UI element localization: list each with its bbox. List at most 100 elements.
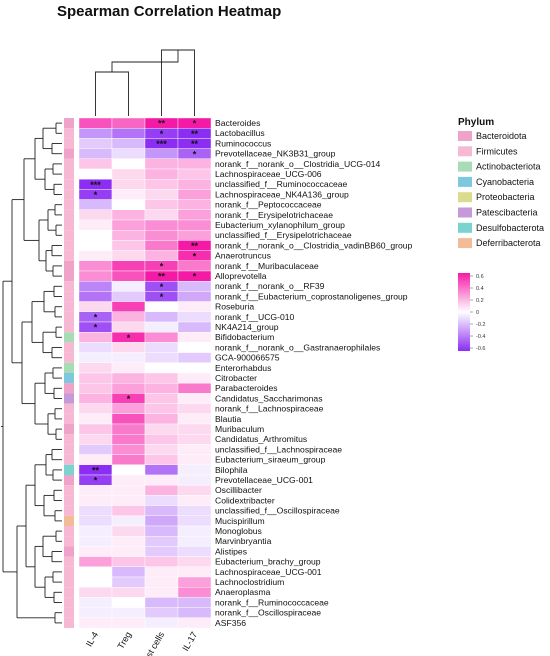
legend-label: Desulfobacterota	[476, 223, 544, 233]
heatmap-cell	[112, 291, 145, 301]
heatmap-cell	[178, 424, 211, 434]
heatmap-cell	[112, 424, 145, 434]
heatmap-cell	[178, 342, 211, 352]
heatmap-cell	[178, 159, 211, 169]
heatmap-cell	[178, 546, 211, 556]
heatmap-cell	[145, 546, 178, 556]
heatmap-cell	[112, 138, 145, 148]
colorbar	[458, 273, 470, 351]
heatmap-cell	[145, 516, 178, 526]
heatmap-cell	[178, 200, 211, 210]
phylum-strip-cell	[64, 261, 74, 271]
phylum-strip-cell	[64, 251, 74, 261]
heatmap-cell	[145, 567, 178, 577]
heatmap-cell	[178, 230, 211, 240]
heatmap-cell	[178, 261, 211, 271]
legend-swatch	[458, 208, 472, 218]
phylum-strip-cell	[64, 536, 74, 546]
phylum-strip-cell	[64, 149, 74, 159]
row-label: unclassified_f__Lachnospiraceae	[215, 444, 342, 454]
heatmap-cell	[145, 189, 178, 199]
heatmap-cell	[178, 506, 211, 516]
heatmap-cell	[178, 567, 211, 577]
heatmap-cell	[178, 587, 211, 597]
heatmap-cell	[145, 373, 178, 383]
heatmap-cell	[112, 353, 145, 363]
heatmap-cell	[178, 536, 211, 546]
column-labels: IL-4 Treg Mast cells IL-17	[84, 630, 199, 656]
heatmap-cell	[79, 302, 112, 312]
heatmap-cell	[178, 444, 211, 454]
row-label: norank_f__Oscillospiraceae	[215, 608, 321, 618]
heatmap-cell	[178, 322, 211, 332]
heatmap-cell	[79, 526, 112, 536]
heatmap-cell	[112, 506, 145, 516]
row-label: Lachnoclostridium	[215, 577, 284, 587]
phylum-strip-cell	[64, 302, 74, 312]
heatmap-cell	[79, 332, 112, 342]
row-label: Alloprevotella	[215, 271, 267, 281]
phylum-strip-cell	[64, 159, 74, 169]
heatmap-cell	[79, 516, 112, 526]
heatmap-cell	[178, 373, 211, 383]
heatmap-cell	[112, 312, 145, 322]
phylum-strip-cell	[64, 138, 74, 148]
heatmap-cell	[112, 220, 145, 230]
heatmap-cell	[145, 455, 178, 465]
heatmap-cell	[112, 261, 145, 271]
heatmap-cell	[145, 353, 178, 363]
heatmap-cell	[112, 587, 145, 597]
heatmap-cell	[145, 465, 178, 475]
heatmap-cell	[178, 495, 211, 505]
phylum-strip-cell	[64, 210, 74, 220]
legend-label: Proteobacteria	[476, 192, 535, 202]
heatmap-cell	[79, 608, 112, 618]
colorbar-tick-label: -0.4	[476, 334, 485, 340]
row-label: Roseburia	[215, 302, 254, 312]
phylum-strip-cell	[64, 414, 74, 424]
phylum-strip-cell	[64, 495, 74, 505]
heatmap-cell	[145, 495, 178, 505]
heatmap-cell	[79, 271, 112, 281]
colorbar-tick-label: 0.4	[476, 286, 484, 292]
row-label: norank_f__Peptococcaceae	[215, 200, 322, 210]
phylum-strip-cell	[64, 557, 74, 567]
legend-swatch	[458, 162, 472, 172]
significance-star: *	[160, 282, 164, 292]
row-label: norank_f__norank_o__RF39	[215, 281, 325, 291]
legend-swatch	[458, 177, 472, 187]
row-label: Prevotellaceae_NK3B31_group	[215, 149, 336, 159]
row-label: Oscillibacter	[215, 485, 262, 495]
row-label: NK4A214_group	[215, 322, 279, 332]
heatmap-cell	[112, 159, 145, 169]
heatmap-cell	[79, 455, 112, 465]
row-labels: BacteroidesLactobacillusRuminococcusPrev…	[215, 118, 413, 628]
phylum-legend-title: Phylum	[458, 117, 494, 128]
heatmap-cell	[79, 159, 112, 169]
heatmap-cell	[145, 414, 178, 424]
legend-label: Firmicutes	[476, 146, 518, 156]
row-label: Blautia	[215, 414, 241, 424]
heatmap-cell	[112, 373, 145, 383]
heatmap-cell	[145, 485, 178, 495]
heatmap-cell	[79, 506, 112, 516]
phylum-strip-cell	[64, 200, 74, 210]
legend-swatch	[458, 223, 472, 233]
color-scale-legend: 0.60.40.20-0.2-0.4-0.6	[458, 273, 485, 352]
heatmap-cell	[145, 220, 178, 230]
heatmap-cell	[112, 240, 145, 250]
colorbar-tick-label: -0.6	[476, 346, 485, 352]
heatmap-cell	[145, 597, 178, 607]
heatmap-cell	[145, 322, 178, 332]
heatmap-cell	[178, 465, 211, 475]
heatmap-cell	[178, 281, 211, 291]
row-label: Candidatus_Arthromitus	[215, 434, 307, 444]
phylum-strip-cell	[64, 455, 74, 465]
phylum-strip-cell	[64, 526, 74, 536]
phylum-strip-cell	[64, 322, 74, 332]
heatmap-cell	[79, 557, 112, 567]
phylum-strip-cell	[64, 118, 74, 128]
heatmap-cell	[178, 332, 211, 342]
heatmap-cell	[112, 577, 145, 587]
phylum-strip-cell	[64, 383, 74, 393]
